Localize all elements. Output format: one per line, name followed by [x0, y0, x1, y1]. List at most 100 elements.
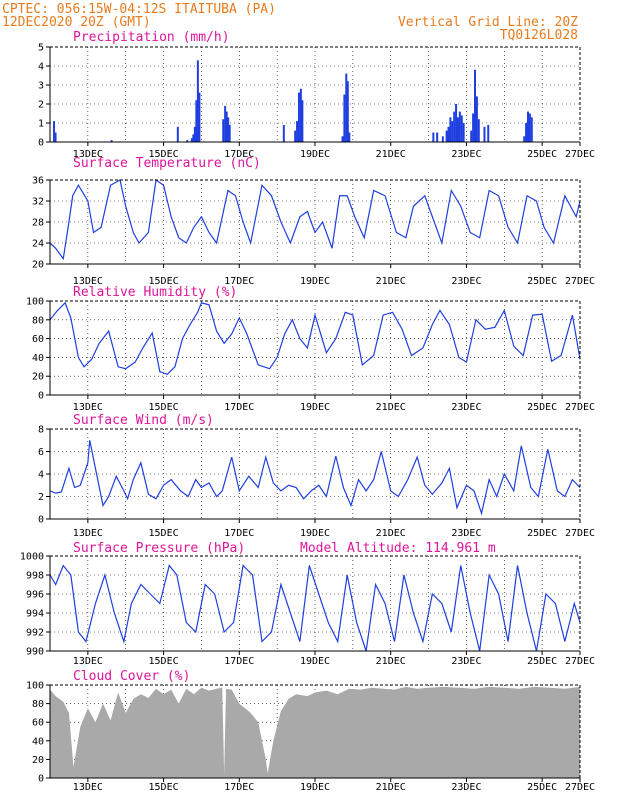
series-line — [49, 440, 581, 516]
y-tick-label: 60 — [32, 718, 44, 729]
series-line — [49, 301, 581, 376]
x-tick-label: 13DEC — [73, 656, 103, 667]
panel-title-precipitation: Precipitation (mm/h) — [73, 30, 230, 45]
precip-bar — [460, 115, 463, 142]
x-tick-label: 17DEC — [224, 656, 254, 667]
x-tick-label: 19DEC — [300, 149, 330, 160]
y-tick-label: 1000 — [20, 552, 44, 563]
precip-bar — [186, 140, 189, 142]
precip-bar — [530, 117, 533, 142]
panel-title-pressure: Surface Pressure (hPa) — [73, 541, 245, 556]
precip-bar — [449, 117, 452, 142]
y-tick-label: 100 — [26, 681, 44, 692]
precip-bar — [343, 94, 346, 142]
precip-bar — [192, 134, 195, 142]
precip-bar — [195, 100, 198, 142]
precip-bar — [436, 132, 439, 142]
precip-bar — [458, 111, 461, 142]
x-tick-label: 21DEC — [376, 782, 406, 793]
precip-bar — [193, 126, 196, 142]
panel-title-temperature: Surface Temperature (nC) — [73, 156, 261, 171]
precip-bar — [299, 88, 302, 142]
header-station: CPTEC: 056:15W-04:12S ITAITUBA (PA) — [2, 2, 276, 17]
x-tick-label: 23DEC — [451, 528, 481, 539]
panel-2: 0 20 40 60 80 100 13DEC 15DEC 17DEC 19DEC 21DEC 23D… — [26, 297, 595, 414]
x-tick-label: 21DEC — [376, 276, 406, 287]
x-tick-label: 21DEC — [376, 656, 406, 667]
precip-bar — [528, 113, 531, 142]
x-tick-label: 19DEC — [300, 528, 330, 539]
y-tick-label: 40 — [32, 736, 44, 747]
precip-bar — [453, 111, 456, 142]
precip-bar — [297, 92, 300, 142]
precip-bar — [225, 111, 228, 142]
y-tick-label: 4 — [38, 62, 44, 73]
x-tick-label: 15DEC — [149, 528, 179, 539]
precip-bar — [301, 100, 304, 142]
x-tick-label: 13DEC — [73, 402, 103, 413]
precip-bar — [441, 136, 444, 142]
precip-bar — [54, 132, 57, 142]
x-tick-label: 19DEC — [300, 402, 330, 413]
x-tick-label: 17DEC — [224, 276, 254, 287]
x-tick-label: 23DEC — [451, 782, 481, 793]
y-tick-label: 0 — [38, 774, 44, 785]
y-tick-label: 0 — [38, 391, 44, 402]
precip-bar — [483, 126, 486, 142]
y-tick-label: 80 — [32, 699, 44, 710]
y-tick-label: 5 — [38, 43, 44, 54]
y-tick-label: 990 — [26, 647, 44, 658]
panel-title-wind: Surface Wind (m/s) — [73, 413, 214, 428]
x-tick-label: 27DEC — [565, 656, 595, 667]
panel-title-humidity: Relative Humidity (%) — [73, 285, 237, 300]
panel-5: 0 20 40 60 80 100 13DEC 15DEC 17DEC 19DEC 21DEC 23D… — [26, 681, 595, 794]
precip-bar — [296, 121, 299, 142]
y-tick-label: 0 — [38, 515, 44, 526]
x-tick-label: 17DEC — [224, 149, 254, 160]
precip-bar — [345, 73, 348, 142]
x-tick-label: 23DEC — [451, 402, 481, 413]
precip-bar — [455, 104, 458, 142]
x-tick-label: 25DEC — [527, 149, 557, 160]
x-tick-label: 15DEC — [149, 782, 179, 793]
precip-bar — [110, 140, 113, 142]
precip-bar — [472, 113, 475, 142]
y-tick-label: 0 — [38, 138, 44, 149]
x-tick-label: 27DEC — [565, 528, 595, 539]
precip-bar — [451, 121, 454, 142]
x-tick-label: 27DEC — [565, 149, 595, 160]
x-tick-label: 25DEC — [527, 402, 557, 413]
precip-bar — [227, 117, 230, 142]
model-altitude-note: Model Altitude: 114.961 m — [300, 541, 496, 556]
panel-1: 20 24 28 32 36 13DEC 15DEC 17DEC 19DEC 21DEC 23DEC… — [32, 176, 595, 288]
y-tick-label: 998 — [26, 571, 44, 582]
x-tick-label: 13DEC — [73, 528, 103, 539]
x-tick-label: 17DEC — [224, 402, 254, 413]
y-tick-label: 80 — [32, 315, 44, 326]
precip-bar — [294, 130, 297, 142]
precip-bar — [470, 130, 473, 142]
precip-bar — [456, 117, 459, 142]
precip-bar — [176, 126, 179, 142]
series-line — [49, 178, 581, 261]
panel-4: 990 992 994 996 998 1000 13DEC 15DEC 17DEC 19DEC 2… — [20, 552, 595, 668]
y-tick-label: 6 — [38, 447, 44, 458]
precip-bar — [487, 124, 490, 142]
precip-bar — [346, 81, 349, 142]
precip-bar — [222, 119, 225, 142]
precip-bar — [341, 136, 344, 142]
x-tick-label: 21DEC — [376, 528, 406, 539]
x-tick-label: 25DEC — [527, 276, 557, 287]
header-code: TQ0126L028 — [500, 28, 578, 43]
x-tick-label: 21DEC — [376, 149, 406, 160]
x-tick-label: 17DEC — [224, 782, 254, 793]
y-tick-label: 24 — [32, 239, 44, 250]
y-tick-label: 60 — [32, 334, 44, 345]
x-tick-label: 25DEC — [527, 528, 557, 539]
precip-bar — [445, 130, 448, 142]
y-tick-label: 3 — [38, 81, 44, 92]
y-tick-label: 2 — [38, 100, 44, 111]
y-tick-label: 100 — [26, 297, 44, 308]
panel-3: 0 2 4 6 8 13DEC 15DEC 17DEC 19DEC 21DEC 23DEC 25DEC… — [38, 425, 595, 540]
precip-bar — [348, 132, 351, 142]
